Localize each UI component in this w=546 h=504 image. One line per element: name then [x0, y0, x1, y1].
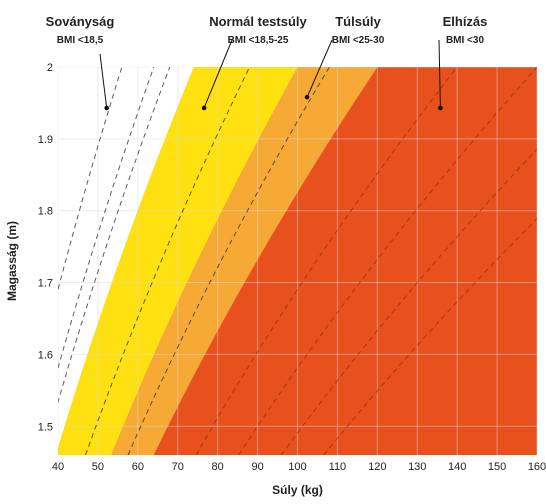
x-tick-label: 150: [488, 461, 506, 473]
x-tick-label: 40: [52, 461, 64, 473]
dashed-line-6: [238, 67, 537, 455]
band-2: [58, 67, 298, 455]
category-dot: [438, 105, 443, 111]
dashed-line-8: [323, 218, 537, 455]
x-tick-label: 110: [329, 461, 347, 473]
category-label-2: Normál testsúly BMI <18,5-25: [201, 14, 308, 111]
category-name: Elhízás: [443, 14, 488, 29]
leader-line: [306, 39, 333, 98]
y-axis-ticks: 1.5 1.6 1.7 1.8 1.9 2: [38, 62, 53, 433]
leader-line: [99, 53, 108, 109]
category-dot: [304, 94, 310, 100]
x-axis-label: Súly (kg): [272, 483, 323, 497]
category-dot: [104, 105, 109, 111]
x-tick-label: 80: [212, 461, 224, 473]
category-name: Normál testsúly: [209, 14, 307, 29]
x-tick-label: 50: [92, 461, 104, 473]
grid-lines: [58, 67, 537, 455]
x-tick-label: 60: [132, 461, 144, 473]
category-name: Soványság: [46, 14, 115, 29]
y-tick-label: 1.7: [38, 278, 53, 290]
category-range: BMI <30: [446, 35, 485, 46]
x-axis-ticks: 40 50 60 70 80 90 100 110 120 130 140 150 160: [52, 461, 546, 473]
x-tick-label: 130: [408, 461, 426, 473]
category-range: BMI <25-30: [332, 35, 385, 46]
y-tick-label: 2: [47, 62, 53, 74]
leader-line: [438, 39, 441, 108]
dashed-bmi-lines: [58, 67, 537, 455]
band-3: [111, 67, 378, 455]
dashed-line-1: [58, 67, 155, 370]
y-tick-label: 1.6: [38, 349, 53, 361]
leader-line: [203, 39, 233, 109]
y-tick-label: 1.8: [38, 206, 53, 218]
x-tick-label: 140: [448, 461, 466, 473]
category-label-1: Soványság BMI <18,5: [46, 14, 115, 111]
y-tick-label: 1.5: [38, 421, 53, 433]
x-tick-label: 70: [172, 461, 184, 473]
x-tick-label: 160: [528, 461, 546, 473]
dashed-line-3: [85, 67, 251, 455]
category-label-3: Túlsúly BMI <25-30: [304, 14, 385, 100]
y-tick-label: 1.9: [38, 134, 53, 146]
category-range: BMI <18,5-25: [228, 35, 289, 46]
dashed-line-0: [58, 67, 123, 292]
x-tick-label: 120: [368, 461, 386, 473]
band-4: [153, 67, 537, 455]
dashed-line-4: [127, 67, 330, 455]
y-axis-label: Magasság (m): [5, 221, 19, 301]
category-label-4: Elhízás BMI <30: [438, 14, 488, 111]
x-tick-label: 90: [251, 461, 263, 473]
x-tick-label: 100: [288, 461, 306, 473]
category-range: BMI <18,5: [57, 35, 104, 46]
dashed-line-5: [195, 67, 458, 455]
category-dot: [201, 105, 207, 111]
category-name: Túlsúly: [335, 14, 381, 29]
category-labels: Soványság BMI <18,5 Normál testsúly BMI <18…: [46, 14, 488, 111]
bmi-bands: [58, 67, 537, 455]
dashed-line-2: [58, 67, 171, 404]
